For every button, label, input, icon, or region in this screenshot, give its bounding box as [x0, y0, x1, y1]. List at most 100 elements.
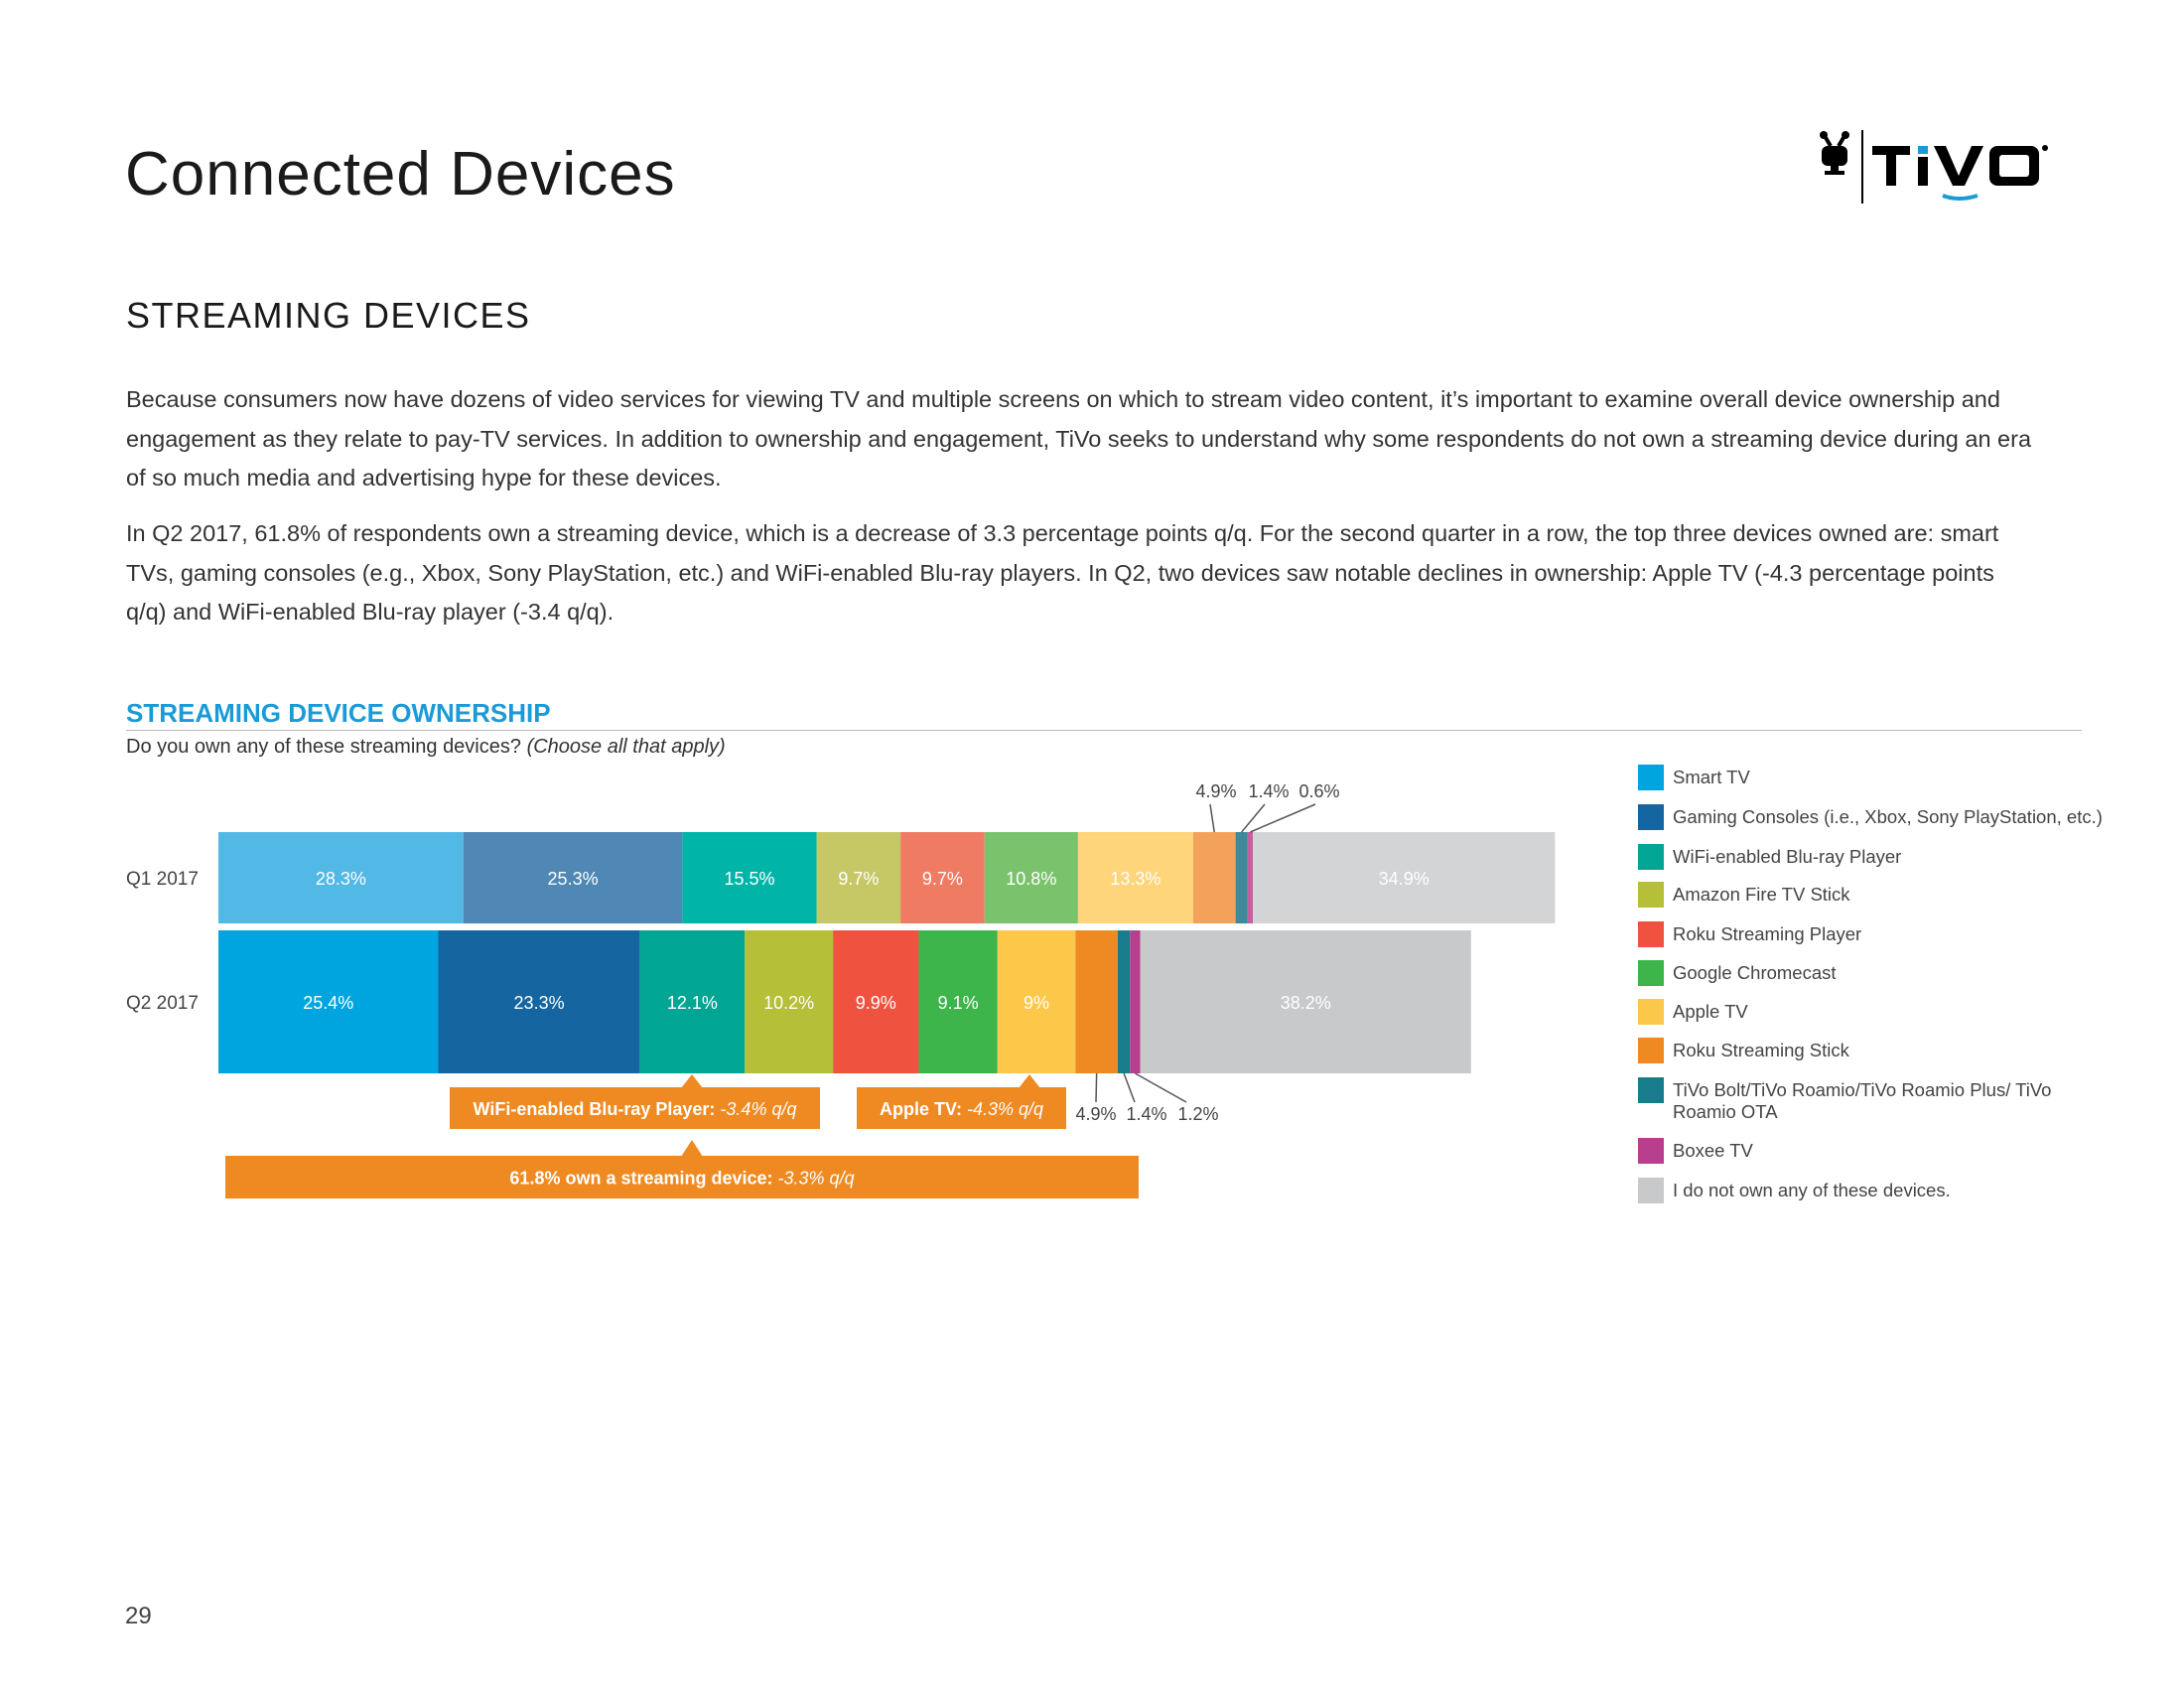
tivo-guy-icon: [1820, 131, 1849, 175]
data-label: 4.9%: [1075, 1104, 1116, 1124]
bar-segment: [639, 930, 746, 1073]
bar-segment: [218, 832, 464, 923]
bar-segment: [1118, 930, 1131, 1073]
data-label: 9.7%: [922, 869, 963, 889]
bar-segment: [1075, 930, 1119, 1073]
legend-item: Smart TV: [1638, 765, 2110, 790]
callout-text: Apple TV: -4.3% q/q: [880, 1099, 1043, 1119]
callout-background: [450, 1087, 820, 1129]
chart-title: STREAMING DEVICE OWNERSHIP: [126, 698, 551, 728]
legend-swatch: [1638, 1178, 1664, 1203]
callout-pointer: [681, 1140, 703, 1157]
bar-segment: [1192, 832, 1236, 923]
intro-paragraph: Because consumers now have dozens of vid…: [126, 386, 2032, 491]
legend-item: Roku Streaming Stick: [1638, 1038, 2110, 1063]
data-label: 10.8%: [1006, 869, 1056, 889]
legend-label: Roku Streaming Stick: [1673, 1040, 1849, 1060]
section-title: STREAMING DEVICES: [126, 295, 531, 336]
bar-segment: [463, 832, 683, 923]
data-label: 38.2%: [1281, 993, 1331, 1013]
legend-item: Google Chromecast: [1638, 960, 2110, 986]
legend-swatch: [1638, 960, 1664, 986]
bar-segment: [1140, 930, 1471, 1073]
legend-label: TiVo Bolt/TiVo Roamio/TiVo Roamio Plus/ …: [1673, 1079, 2052, 1122]
data-label: 28.3%: [316, 869, 366, 889]
data-label: 0.6%: [1298, 781, 1339, 801]
chart-question: Do you own any of these streaming device…: [126, 736, 521, 758]
page-title: Connected Devices: [125, 140, 676, 209]
callout-box: Apple TV: -4.3% q/q: [857, 1074, 1066, 1129]
data-label: 4.9%: [1195, 781, 1236, 801]
data-label: 15.5%: [724, 869, 774, 889]
bar-segment: [833, 930, 919, 1073]
bar-segment: [438, 930, 640, 1073]
legend-swatch: [1638, 882, 1664, 908]
leader-line: [1241, 803, 1266, 833]
legend-label: Apple TV: [1673, 1001, 1748, 1022]
legend-swatch: [1638, 1038, 1664, 1063]
data-label: 1.4%: [1126, 1104, 1166, 1124]
callout-text: WiFi-enabled Blu-ray Player: -3.4% q/q: [474, 1099, 797, 1119]
data-label: 12.1%: [667, 993, 718, 1013]
bar-segment: [1235, 832, 1248, 923]
bar-segment: [816, 832, 901, 923]
legend-label: Smart TV: [1673, 767, 1750, 787]
callout-box: 61.8% own a streaming device: -3.3% q/q: [225, 1140, 1139, 1198]
legend-label: Google Chromecast: [1673, 962, 1837, 983]
chart-question-note: (Choose all that apply): [526, 736, 726, 758]
bar-segment: [1247, 832, 1254, 923]
leader-line: [1123, 1072, 1136, 1103]
data-label: 13.3%: [1110, 869, 1160, 889]
tivo-wordmark: [1872, 145, 2048, 201]
chart-subtitle: Do you own any of these streaming device…: [126, 736, 726, 759]
legend-swatch: [1638, 804, 1664, 830]
legend-swatch: [1638, 921, 1664, 947]
data-label: 9.7%: [838, 869, 879, 889]
bar-segment: [900, 832, 985, 923]
callout-background: [225, 1156, 1139, 1198]
legend-label: I do not own any of these devices.: [1673, 1180, 1951, 1200]
leader-line: [1209, 803, 1215, 833]
legend-label: Boxee TV: [1673, 1140, 1753, 1161]
legend-label: Roku Streaming Player: [1673, 923, 1862, 944]
callout-text: 61.8% own a streaming device: -3.3% q/q: [509, 1169, 854, 1189]
bar-segment: [997, 930, 1076, 1073]
legend-item: I do not own any of these devices.: [1638, 1178, 2110, 1203]
data-label: 25.4%: [303, 993, 353, 1013]
callout-label: 61.8% own a streaming device:: [509, 1169, 777, 1189]
bar-segment: [1077, 832, 1193, 923]
bar-segment: [218, 930, 439, 1073]
legend-label: WiFi-enabled Blu-ray Player: [1673, 846, 1902, 867]
legend-swatch: [1638, 765, 1664, 790]
data-label: 23.3%: [514, 993, 565, 1013]
leader-line: [1250, 803, 1316, 833]
data-label: 9.1%: [938, 993, 979, 1013]
callout-change: -3.4% q/q: [720, 1099, 796, 1119]
bar-segment: [1253, 832, 1556, 923]
data-label: 10.2%: [763, 993, 814, 1013]
legend-item: Boxee TV: [1638, 1138, 2110, 1164]
callout-pointer: [1019, 1074, 1040, 1088]
leader-line: [1135, 1072, 1187, 1103]
callout-label: WiFi-enabled Blu-ray Player:: [474, 1099, 721, 1119]
callout-background: [857, 1087, 1066, 1129]
legend-item: TiVo Bolt/TiVo Roamio/TiVo Roamio Plus/ …: [1638, 1077, 2110, 1123]
callout-change: -4.3% q/q: [967, 1099, 1043, 1119]
category-label: Q1 2017: [126, 869, 199, 890]
legend-swatch: [1638, 844, 1664, 870]
callout-change: -3.3% q/q: [778, 1169, 855, 1189]
data-label: 34.9%: [1379, 869, 1430, 889]
category-label: Q2 2017: [126, 993, 199, 1014]
data-label: 25.3%: [548, 869, 599, 889]
data-label: 9%: [1024, 993, 1049, 1013]
callout-pointer: [681, 1074, 703, 1088]
data-label: 9.9%: [856, 993, 896, 1013]
legend-item: Roku Streaming Player: [1638, 921, 2110, 947]
findings-paragraph: In Q2 2017, 61.8% of respondents own a s…: [126, 520, 1999, 625]
legend-item: Gaming Consoles (i.e., Xbox, Sony PlaySt…: [1638, 804, 2110, 830]
callout-label: Apple TV:: [880, 1099, 967, 1119]
bar-segment: [1130, 930, 1141, 1073]
chart-divider: [126, 730, 2082, 731]
data-label: 1.2%: [1177, 1104, 1218, 1124]
